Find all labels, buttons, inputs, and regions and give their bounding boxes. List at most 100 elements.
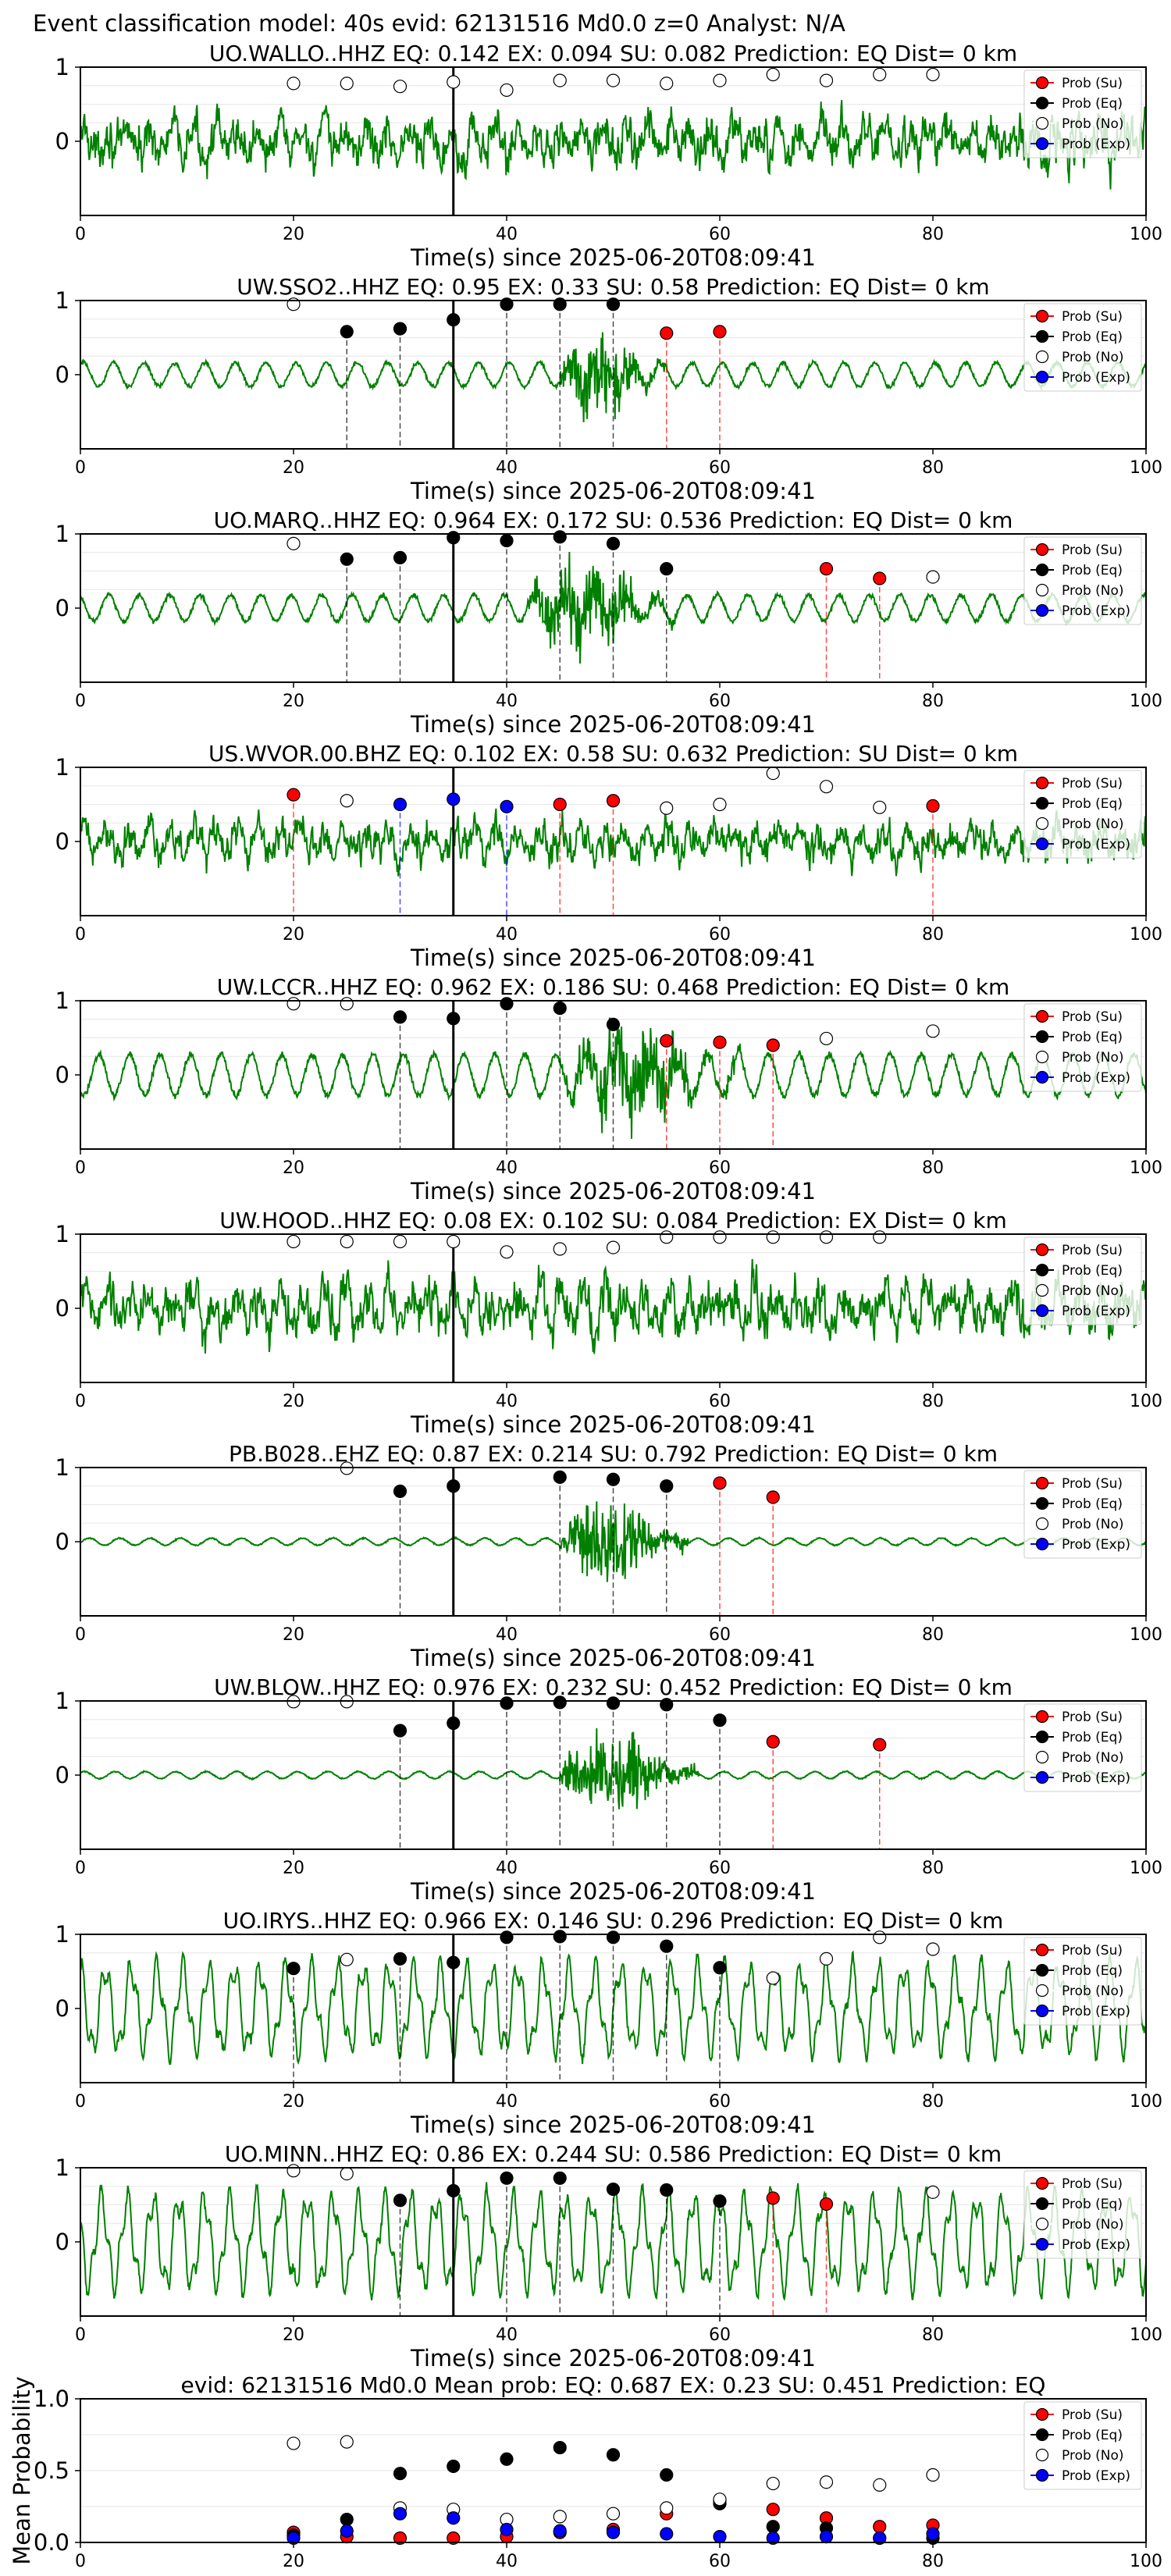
- legend-label: Prob (Su): [1062, 76, 1123, 91]
- x-tick-label: 20: [283, 2552, 304, 2571]
- legend-label: Prob (Eq): [1062, 96, 1123, 112]
- y-tick-label: 1: [55, 1921, 69, 1948]
- probability-point: [287, 1234, 301, 1249]
- legend-marker: [1035, 1476, 1049, 1490]
- y-tick-label: 1: [55, 1221, 69, 1247]
- probability-point: [447, 792, 461, 806]
- x-tick-label: 100: [1130, 2092, 1162, 2112]
- probability-point: [340, 997, 354, 1011]
- legend-label: Prob (Exp): [1062, 370, 1130, 386]
- mean-probability-point: [766, 2503, 780, 2517]
- probability-point: [926, 799, 940, 813]
- probability-point: [447, 2183, 461, 2198]
- legend-label: Prob (No): [1062, 1050, 1124, 1066]
- legend-label: Prob (No): [1062, 1283, 1124, 1299]
- legend-marker: [1035, 837, 1049, 851]
- x-tick-label: 20: [283, 1625, 304, 1645]
- panel-title: UO.IRYS..HHZ EQ: 0.966 EX: 0.146 SU: 0.2…: [223, 1908, 1004, 1934]
- probability-point: [819, 1952, 834, 1966]
- y-tick-label: 0: [55, 1995, 69, 2022]
- y-tick-label: 0.0: [34, 2529, 69, 2556]
- y-tick-label: 1: [55, 1454, 69, 1481]
- legend-label: Prob (No): [1062, 583, 1124, 599]
- panel-title: UW.HOOD..HHZ EQ: 0.08 EX: 0.102 SU: 0.08…: [219, 1208, 1006, 1233]
- legend-label: Prob (Eq): [1062, 1963, 1123, 1979]
- station-panel-8: UO.IRYS..HHZ EQ: 0.966 EX: 0.146 SU: 0.2…: [55, 1908, 1162, 2138]
- probability-point: [766, 1735, 780, 1749]
- x-tick-label: 0: [75, 692, 86, 711]
- figure-suptitle: Event classification model: 40s evid: 62…: [33, 10, 845, 37]
- x-tick-label: 40: [496, 458, 518, 478]
- x-tick-label: 100: [1130, 925, 1162, 945]
- x-tick-label: 60: [709, 1859, 731, 1878]
- x-tick-label: 0: [75, 458, 86, 478]
- mean-probability-point: [340, 2524, 354, 2538]
- probability-point: [393, 1952, 408, 1966]
- x-axis-label: Time(s) since 2025-06-20T08:09:41: [410, 1411, 816, 1438]
- legend-marker: [1035, 350, 1049, 364]
- x-tick-label: 80: [922, 1859, 944, 1878]
- legend-label: Prob (Eq): [1062, 1496, 1123, 1512]
- x-tick-label: 100: [1130, 458, 1162, 478]
- mean-probability-point: [340, 2435, 354, 2449]
- legend-marker: [1035, 603, 1049, 617]
- x-tick-label: 0: [75, 2552, 86, 2571]
- x-axis-label: Time(s) since 2025-06-20T08:09:41: [410, 1178, 816, 1204]
- probability-point: [660, 1034, 674, 1048]
- probability-point: [873, 571, 887, 585]
- legend-marker: [1035, 583, 1049, 597]
- mean-probability-point: [606, 2525, 621, 2539]
- legend-label: Prob (Exp): [1062, 603, 1130, 619]
- x-axis-label: Time(s) since 2025-06-20T08:09:41: [410, 711, 816, 738]
- legend-label: Prob (Exp): [1062, 137, 1130, 152]
- x-tick-label: 60: [709, 1158, 731, 1178]
- probability-point: [713, 1230, 727, 1244]
- x-tick-label: 0: [75, 2325, 86, 2345]
- legend-box: [1023, 1470, 1142, 1559]
- y-tick-label: 0: [55, 1528, 69, 1555]
- legend-label: Prob (Eq): [1062, 329, 1123, 345]
- legend-label: Prob (No): [1062, 2448, 1124, 2464]
- y-tick-label: 0: [55, 1295, 69, 1322]
- legend-label: Prob (Exp): [1062, 1770, 1130, 1786]
- probability-point: [500, 1696, 514, 1710]
- legend-label: Prob (No): [1062, 350, 1124, 365]
- x-tick-label: 80: [922, 225, 944, 244]
- y-tick-label: 1: [55, 2154, 69, 2181]
- mean-probability-point: [873, 2520, 887, 2534]
- legend-label: Prob (No): [1062, 817, 1124, 832]
- mean-probability-point: [713, 2492, 727, 2507]
- mean-probability-point: [553, 2510, 567, 2524]
- legend-label: Prob (Su): [1062, 309, 1123, 325]
- probability-point: [766, 1490, 780, 1504]
- legend-box: [1023, 1003, 1142, 1092]
- x-axis-label: Time(s) since 2025-06-20T08:09:41: [410, 244, 816, 271]
- panel-title: UW.BLOW..HHZ EQ: 0.976 EX: 0.232 SU: 0.4…: [214, 1674, 1013, 1700]
- x-tick-label: 40: [496, 1392, 518, 1411]
- probability-point: [393, 322, 408, 336]
- y-tick-label: 0: [55, 1062, 69, 1088]
- probability-point: [766, 1971, 780, 1985]
- x-tick-label: 80: [922, 692, 944, 711]
- probability-point: [393, 550, 408, 565]
- legend-marker: [1035, 2428, 1049, 2442]
- probability-point: [873, 1738, 887, 1752]
- station-panel-6: PB.B028..EHZ EQ: 0.87 EX: 0.214 SU: 0.79…: [55, 1441, 1162, 1671]
- probability-point: [660, 326, 674, 340]
- probability-point: [393, 1724, 408, 1738]
- probability-point: [447, 1012, 461, 1026]
- legend-box: [1023, 303, 1142, 392]
- probability-point: [660, 1230, 674, 1244]
- mean-probability-point: [553, 2524, 567, 2538]
- legend-marker: [1035, 1730, 1049, 1744]
- legend-marker: [1035, 1517, 1049, 1531]
- probability-point: [500, 2171, 514, 2185]
- x-tick-label: 100: [1130, 225, 1162, 244]
- y-tick-label: 1: [55, 754, 69, 781]
- legend-label: Prob (Eq): [1062, 796, 1123, 812]
- probability-point: [766, 67, 780, 82]
- legend-marker: [1035, 137, 1049, 151]
- legend-box: [1023, 1937, 1142, 2026]
- x-tick-label: 100: [1130, 2552, 1162, 2571]
- probability-point: [766, 1230, 780, 1244]
